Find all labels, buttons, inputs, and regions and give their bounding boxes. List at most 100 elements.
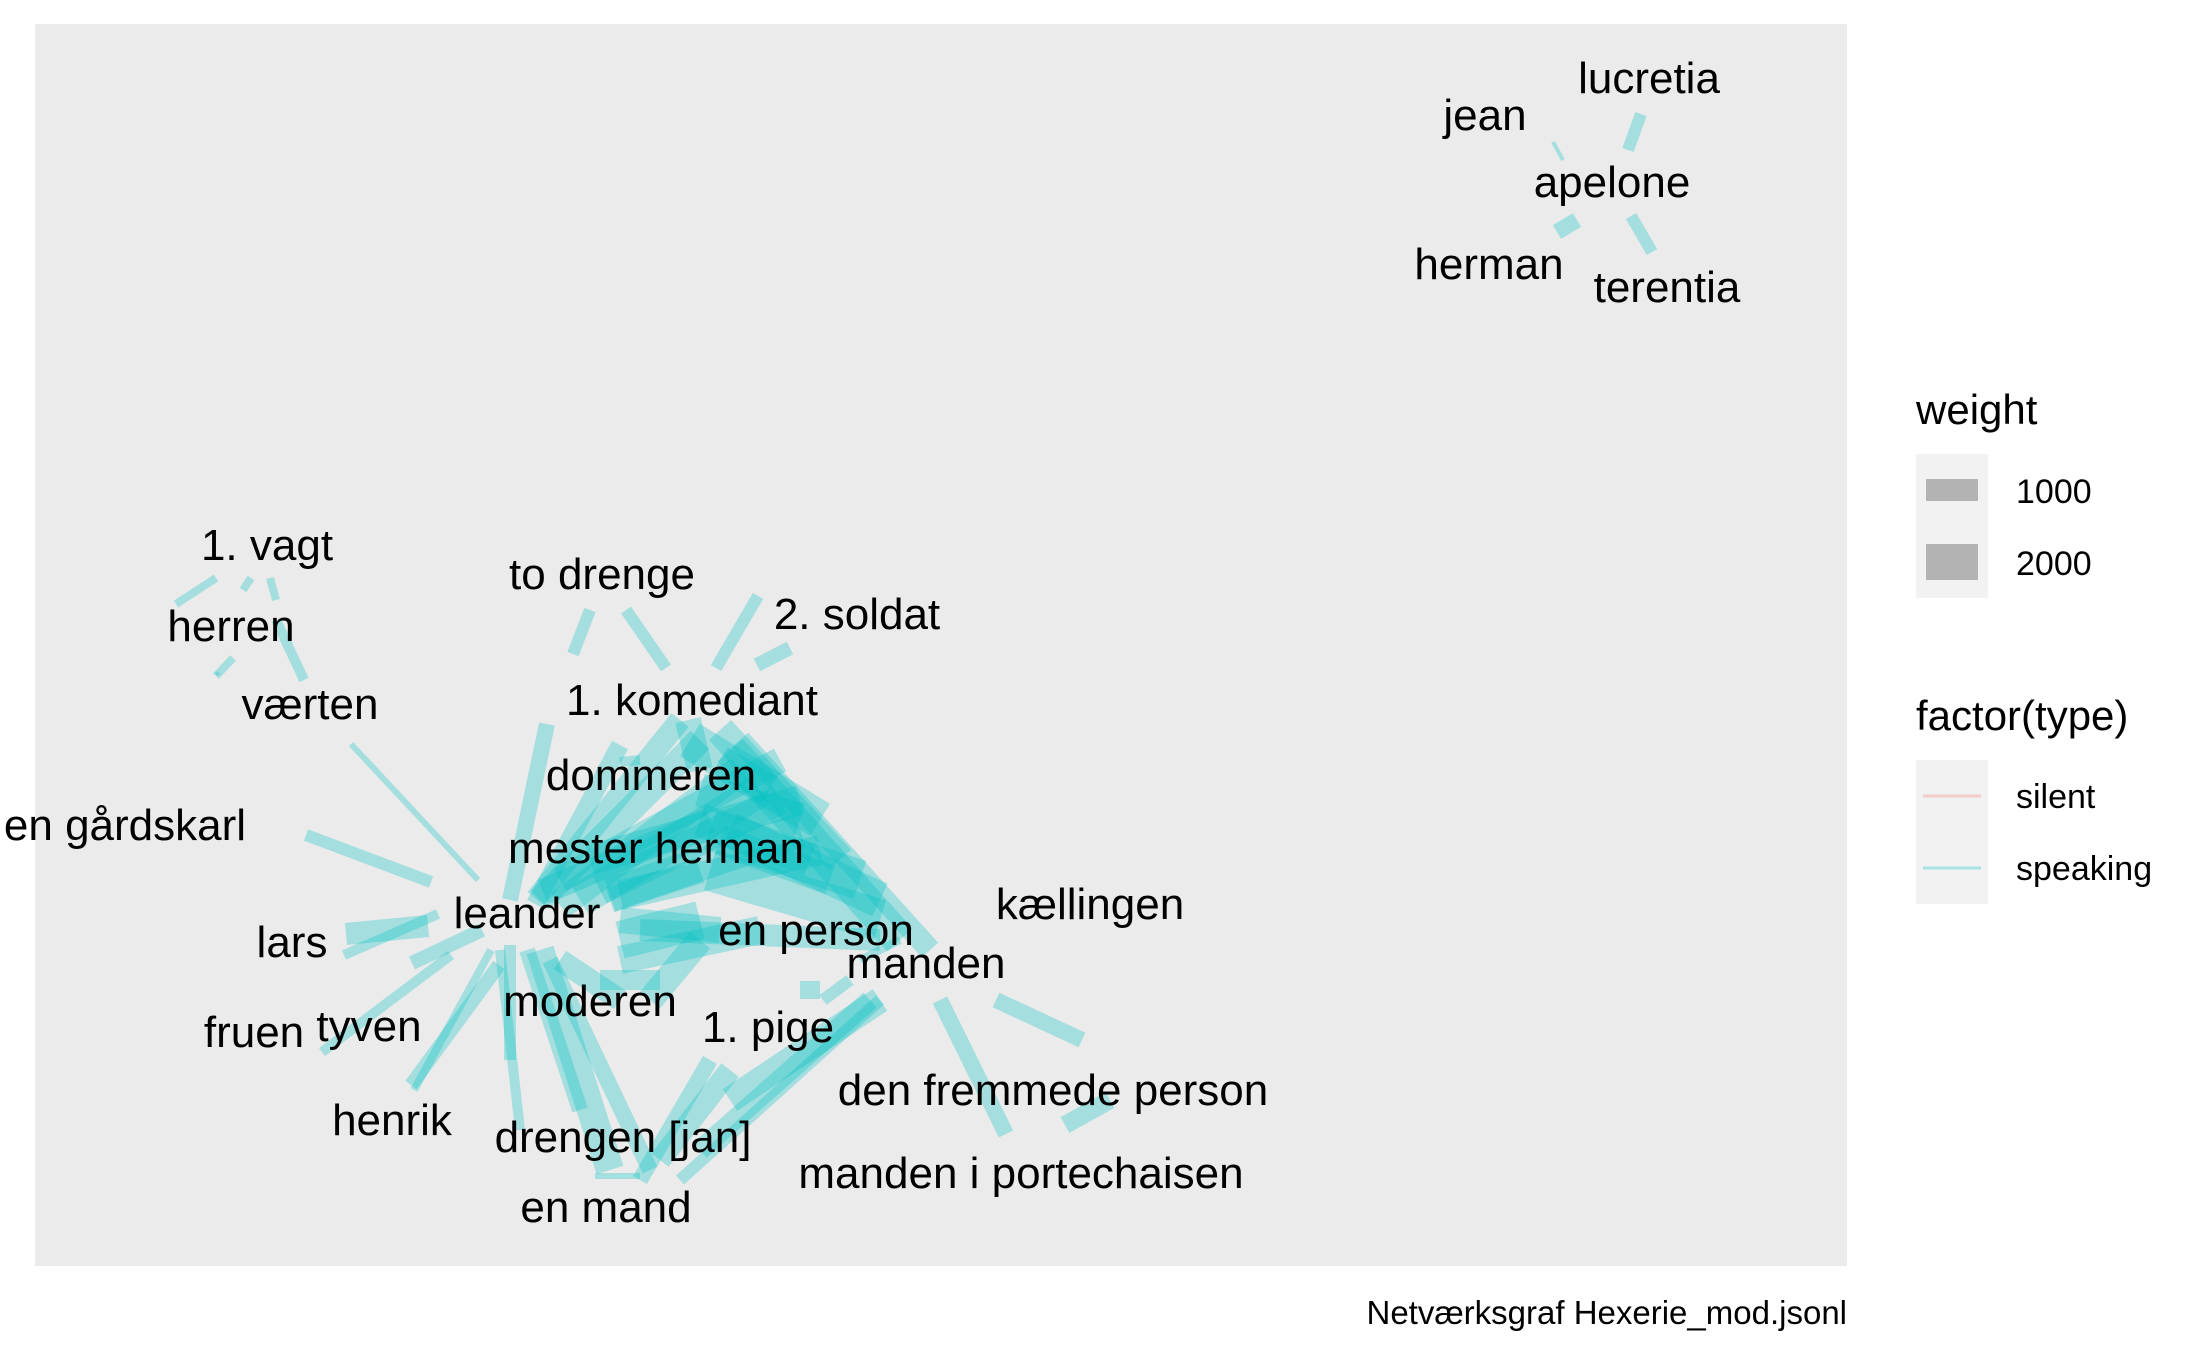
edge [1552, 213, 1582, 239]
legend-weight-key-2000 [1926, 544, 1978, 580]
edge [527, 740, 628, 909]
edge [542, 956, 658, 1174]
node-label-to-drenge: to drenge [509, 550, 695, 599]
edge [694, 804, 816, 876]
caption: Netværksgraf Hexerie_mod.jsonl [1366, 1294, 1847, 1331]
edge [615, 901, 705, 959]
edge [605, 857, 705, 913]
edge [1551, 141, 1565, 161]
edge [344, 915, 430, 945]
node-label-en-person: en person [718, 906, 914, 955]
edge [410, 948, 495, 1092]
edge [502, 722, 555, 902]
node-label-lars: lars [257, 918, 328, 967]
node-label-en-mand: en mand [520, 1183, 691, 1232]
edge [551, 758, 749, 917]
edge [213, 655, 236, 679]
legend-weight-label-2000: 2000 [2016, 545, 2092, 583]
legend-type-key-bg [1916, 832, 1988, 904]
node-label-drengen: drengen [jan] [495, 1113, 752, 1162]
edge [1625, 212, 1658, 256]
edge [858, 936, 902, 964]
edge [526, 945, 624, 1175]
edge [675, 716, 713, 774]
edge [639, 919, 881, 951]
edge [553, 748, 787, 892]
edge [680, 723, 830, 837]
edge [703, 811, 867, 899]
edge [722, 989, 888, 1111]
edge [495, 949, 525, 1131]
edge [617, 916, 763, 974]
legend-weight-key-1000 [1926, 479, 1978, 501]
legend: weight 1000 2000 factor(type) silent spe… [1915, 386, 2152, 904]
edge [932, 996, 1014, 1138]
node-label-vagt1: 1. vagt [201, 521, 333, 570]
node-label-manden: manden [846, 939, 1005, 988]
node-label-jean: jean [1441, 91, 1526, 140]
edge [619, 755, 641, 767]
edge [731, 732, 939, 958]
node-label-lucretia: lucretia [1578, 54, 1720, 103]
edge [717, 738, 913, 952]
node-label-herren: herren [167, 602, 294, 651]
node-label-pige1: 1. pige [702, 1003, 834, 1052]
edge [303, 829, 434, 888]
edge [271, 617, 309, 683]
node-label-moderen: moderen [503, 977, 677, 1026]
edge [215, 671, 220, 676]
edge [640, 931, 710, 1009]
node-label-vaerten: værten [242, 680, 379, 729]
edge [342, 909, 440, 960]
node-label-kaellingen: kællingen [996, 880, 1184, 929]
edge [530, 730, 710, 910]
node-label-henrik: henrik [332, 1096, 453, 1145]
edge [537, 808, 716, 904]
legend-type-key-bg [1916, 760, 1988, 832]
legend-weight-title: weight [1915, 386, 2038, 433]
edge [593, 786, 787, 904]
edge [405, 960, 505, 1090]
edge [714, 825, 836, 895]
edge [618, 907, 722, 943]
edge [712, 747, 778, 803]
node-labels-layer: jean lucretia apelone herman terentia 1. vagt… [4, 54, 1741, 1232]
node-label-tyven: tyven [316, 1002, 421, 1051]
legend-type-label-speaking: speaking [2016, 850, 2152, 888]
edge [992, 992, 1086, 1048]
node-label-apelone: apelone [1534, 158, 1691, 207]
edge [1622, 111, 1647, 153]
edge [585, 785, 805, 875]
edges-layer [173, 111, 1658, 1185]
edge [1060, 1092, 1115, 1133]
edge [409, 923, 485, 970]
edge [527, 713, 689, 906]
legend-weight-label-1000: 1000 [2016, 473, 2092, 511]
edge [173, 574, 219, 608]
edge [318, 951, 455, 1056]
edge [567, 607, 596, 657]
node-label-leander: leander [454, 889, 601, 938]
edge [239, 575, 255, 593]
node-label-gardskarl: en gårdskarl [4, 801, 246, 850]
edge [651, 1063, 739, 1167]
edge [616, 835, 824, 910]
node-label-mester-herman: mester herman [508, 824, 804, 873]
node-label-komediant1: 1. komediant [566, 676, 818, 725]
edge [753, 641, 794, 672]
legend-type-label-silent: silent [2016, 778, 2096, 816]
edge [266, 576, 280, 602]
edge [633, 1055, 717, 1185]
edge [604, 813, 806, 912]
edge [675, 995, 885, 1185]
plot-panel [35, 24, 1847, 1266]
edge [519, 947, 588, 1113]
edge [704, 849, 886, 941]
node-label-fruen: fruen [204, 1008, 304, 1057]
node-label-terentia: terentia [1594, 263, 1741, 312]
edge [693, 992, 877, 1158]
edge [348, 741, 481, 883]
edge [553, 950, 627, 1010]
